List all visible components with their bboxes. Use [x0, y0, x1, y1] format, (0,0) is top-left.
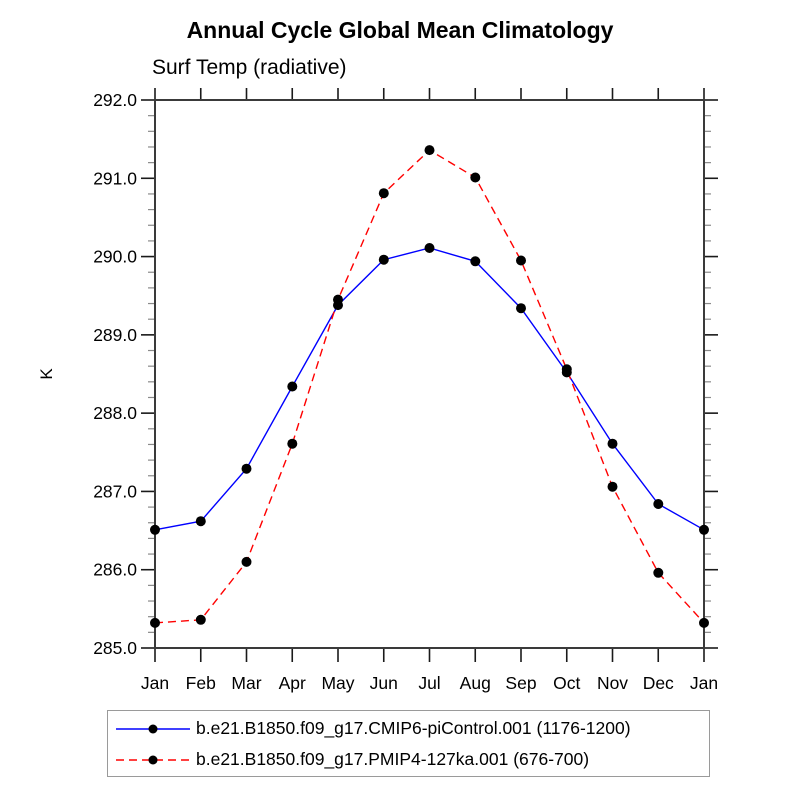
- svg-text:Jan: Jan: [141, 673, 169, 693]
- series-markers-1: [150, 145, 709, 628]
- svg-text:Oct: Oct: [553, 673, 580, 693]
- legend-label-picontrol: b.e21.B1850.f09_g17.CMIP6-piControl.001 …: [196, 718, 631, 738]
- svg-text:Apr: Apr: [279, 673, 306, 693]
- legend-sample-dashed-red-line: [116, 755, 190, 764]
- svg-text:Jun: Jun: [370, 673, 398, 693]
- chart-subtitle: Surf Temp (radiative): [152, 56, 347, 79]
- svg-text:290.0: 290.0: [93, 247, 137, 267]
- svg-text:Dec: Dec: [643, 673, 674, 693]
- svg-text:Jan: Jan: [690, 673, 718, 693]
- y-axis-tick-labels: 285.0 286.0 287.0 288.0 289.0 290.0 291.0 292.0: [93, 90, 137, 658]
- legend-row-pmip4: b.e21.B1850.f09_g17.PMIP4-127ka.001 (676…: [108, 744, 709, 775]
- plot-frame: [154, 99, 705, 649]
- series-markers-0: [150, 243, 709, 535]
- svg-text:285.0: 285.0: [93, 638, 137, 658]
- series-line-0: [154, 247, 705, 531]
- svg-text:Jul: Jul: [418, 673, 440, 693]
- svg-text:289.0: 289.0: [93, 325, 137, 345]
- svg-text:May: May: [321, 673, 354, 693]
- svg-text:291.0: 291.0: [93, 168, 137, 188]
- svg-text:Feb: Feb: [186, 673, 216, 693]
- x-axis-ticks: [154, 88, 705, 662]
- svg-text:Mar: Mar: [231, 673, 261, 693]
- y-axis-label: K: [37, 368, 56, 380]
- legend-sample-solid-blue-line: [116, 724, 190, 733]
- svg-text:292.0: 292.0: [93, 90, 137, 110]
- svg-text:287.0: 287.0: [93, 481, 137, 501]
- svg-text:286.0: 286.0: [93, 560, 137, 580]
- chart-title: Annual Cycle Global Mean Climatology: [186, 17, 614, 43]
- x-axis-tick-labels: Jan Feb Mar Apr May Jun Jul Aug Sep Oct Nov Dec Jan: [141, 673, 718, 693]
- y-axis-minor-ticks: [148, 115, 711, 633]
- svg-text:288.0: 288.0: [93, 403, 137, 423]
- legend-row-picontrol: b.e21.B1850.f09_g17.CMIP6-piControl.001 …: [108, 713, 709, 744]
- legend-label-pmip4: b.e21.B1850.f09_g17.PMIP4-127ka.001 (676…: [196, 749, 590, 769]
- legend: b.e21.B1850.f09_g17.CMIP6-piControl.001 …: [107, 710, 710, 777]
- svg-text:Aug: Aug: [460, 673, 491, 693]
- series-line-1: [154, 149, 705, 624]
- svg-text:Sep: Sep: [505, 673, 536, 693]
- svg-text:Nov: Nov: [597, 673, 628, 693]
- y-axis-major-ticks: [141, 99, 718, 649]
